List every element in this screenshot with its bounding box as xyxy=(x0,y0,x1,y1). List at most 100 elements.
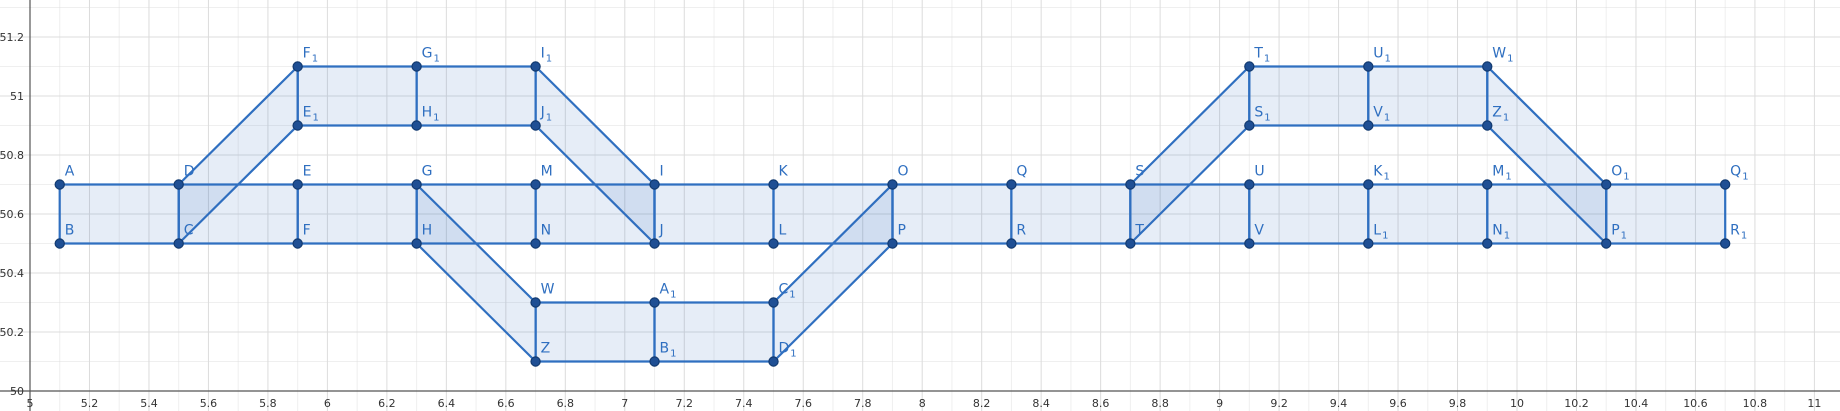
x-tick-label: 6.6 xyxy=(497,397,515,410)
point-label: L xyxy=(779,223,787,239)
polygon-shape xyxy=(534,183,656,245)
x-tick-label: 5.4 xyxy=(140,397,158,410)
tick-labels: 5 5.2 5.4 5.6 5.8 6 6.2 6.4 6.6 6.8 7 7.2 7.4 7.6 7.8 8… xyxy=(0,31,1821,410)
point-I1[interactable] xyxy=(530,61,541,72)
point-label: G1 xyxy=(422,46,440,65)
point-C1[interactable] xyxy=(768,297,779,308)
point-W1[interactable] xyxy=(1482,61,1493,72)
point-F[interactable] xyxy=(292,238,303,249)
point-O1[interactable] xyxy=(1601,179,1612,190)
point-H[interactable] xyxy=(411,238,422,249)
x-tick-label: 10.4 xyxy=(1624,397,1649,410)
point-label: N xyxy=(541,223,551,239)
point-T1[interactable] xyxy=(1244,61,1255,72)
point-B[interactable] xyxy=(54,238,65,249)
point-P1[interactable] xyxy=(1601,238,1612,249)
point-N[interactable] xyxy=(530,238,541,249)
point-label: B xyxy=(65,223,75,239)
y-tick-label: 50.4 xyxy=(0,267,24,280)
x-tick-label: 7.4 xyxy=(735,397,753,410)
point-label: O xyxy=(897,164,908,180)
point-label: H1 xyxy=(422,105,440,124)
point-label: Q1 xyxy=(1730,164,1748,183)
polygon-shape xyxy=(1010,183,1132,245)
point-label: L1 xyxy=(1373,223,1388,242)
x-tick-label: 5.8 xyxy=(259,397,277,410)
point-V1[interactable] xyxy=(1363,120,1374,131)
point-U[interactable] xyxy=(1244,179,1255,190)
point-label: B1 xyxy=(660,341,677,360)
point-label: T1 xyxy=(1253,46,1270,65)
point-Q[interactable] xyxy=(1006,179,1017,190)
x-tick-label: 6.4 xyxy=(438,397,456,410)
point-K1[interactable] xyxy=(1363,179,1374,190)
point-O[interactable] xyxy=(887,179,898,190)
point-D[interactable] xyxy=(173,179,184,190)
point-J1[interactable] xyxy=(530,120,541,131)
point-label: M1 xyxy=(1492,164,1511,183)
point-L1[interactable] xyxy=(1363,238,1374,249)
point-W[interactable] xyxy=(530,297,541,308)
point-E1[interactable] xyxy=(292,120,303,131)
x-tick-label: 5.2 xyxy=(81,397,99,410)
point-label: I1 xyxy=(541,46,553,65)
point-J[interactable] xyxy=(649,238,660,249)
point-label: I xyxy=(660,164,664,180)
point-S[interactable] xyxy=(1125,179,1136,190)
point-E[interactable] xyxy=(292,179,303,190)
x-tick-label: 8.6 xyxy=(1092,397,1110,410)
point-label: E1 xyxy=(303,105,319,124)
point-label: U1 xyxy=(1373,46,1391,65)
point-labels: A B C D E F G H M N I J K L O P Q R S T U V K1 L1 M1 N1 O1 P1 Q1 R1 F1… xyxy=(65,46,1749,360)
point-label: H xyxy=(422,223,433,239)
point-label: Z xyxy=(541,341,551,357)
y-tick-label: 50.6 xyxy=(0,208,24,221)
point-S1[interactable] xyxy=(1244,120,1255,131)
point-A[interactable] xyxy=(54,179,65,190)
point-G[interactable] xyxy=(411,179,422,190)
polygon-shape xyxy=(891,183,1013,245)
point-N1[interactable] xyxy=(1482,238,1493,249)
point-Z1[interactable] xyxy=(1482,120,1493,131)
point-T[interactable] xyxy=(1125,238,1136,249)
point-M[interactable] xyxy=(530,179,541,190)
point-label: A xyxy=(65,164,75,180)
x-tick-label: 9.8 xyxy=(1449,397,1467,410)
point-label: K xyxy=(779,164,789,180)
point-H1[interactable] xyxy=(411,120,422,131)
point-label: W xyxy=(541,282,555,298)
point-G1[interactable] xyxy=(411,61,422,72)
point-M1[interactable] xyxy=(1482,179,1493,190)
point-K[interactable] xyxy=(768,179,779,190)
y-tick-label: 50 xyxy=(10,385,24,398)
point-P[interactable] xyxy=(887,238,898,249)
y-tick-label: 50.8 xyxy=(0,149,24,162)
x-tick-label: 9.2 xyxy=(1270,397,1288,410)
y-tick-label: 51.2 xyxy=(0,31,24,44)
point-label: K1 xyxy=(1373,164,1390,183)
point-F1[interactable] xyxy=(292,61,303,72)
point-Z[interactable] xyxy=(530,356,541,367)
point-R1[interactable] xyxy=(1719,238,1731,249)
point-B1[interactable] xyxy=(649,356,660,367)
x-tick-label: 10.6 xyxy=(1683,397,1708,410)
x-tick-label: 8.2 xyxy=(973,397,991,410)
point-U1[interactable] xyxy=(1363,61,1374,72)
x-tick-label: 6.8 xyxy=(557,397,575,410)
point-A1[interactable] xyxy=(649,297,660,308)
point-R[interactable] xyxy=(1006,238,1017,249)
point-label: D1 xyxy=(779,341,797,360)
point-D1[interactable] xyxy=(768,356,779,367)
point-V[interactable] xyxy=(1244,238,1255,249)
point-label: Q xyxy=(1016,164,1027,180)
point-label: F xyxy=(303,223,311,239)
point-label: S xyxy=(1135,164,1144,180)
point-C[interactable] xyxy=(173,238,184,249)
y-tick-label: 50.2 xyxy=(0,326,24,339)
point-L[interactable] xyxy=(768,238,779,249)
point-I[interactable] xyxy=(649,179,660,190)
x-tick-label: 5.6 xyxy=(200,397,218,410)
point-Q1[interactable] xyxy=(1719,179,1731,190)
